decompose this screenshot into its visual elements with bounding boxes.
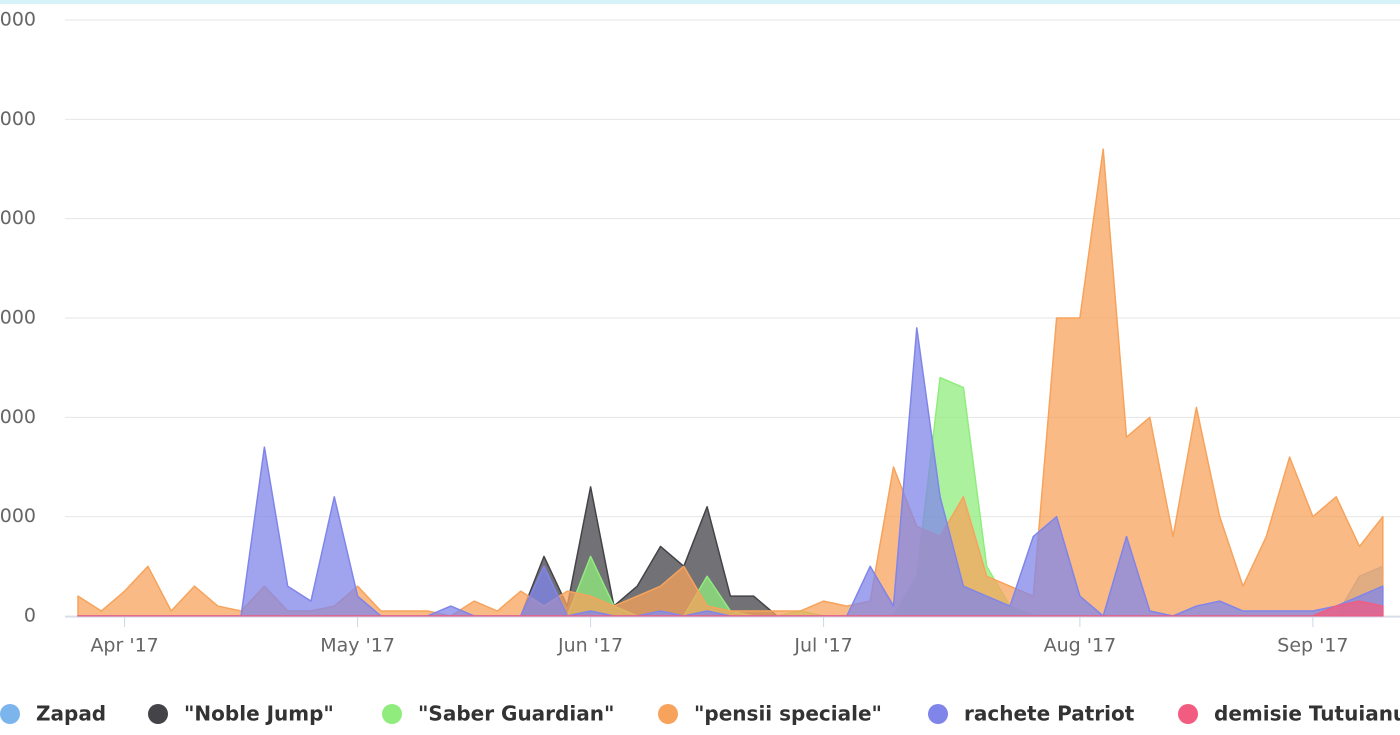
legend-item[interactable]: "Saber Guardian": [382, 702, 614, 726]
x-tick-label: Jun '17: [557, 635, 623, 657]
legend-label: demisie Tutuianu: [1214, 702, 1400, 726]
legend-label: "Noble Jump": [184, 702, 334, 726]
legend-label: Zapad: [36, 702, 106, 726]
legend-marker: [0, 704, 20, 724]
legend-label: rachete Patriot: [964, 702, 1135, 726]
legend-marker: [928, 704, 948, 724]
area: [77, 600, 1384, 617]
x-tick-label: May '17: [320, 635, 395, 657]
y-tick-label: 6000: [0, 9, 36, 31]
y-tick-label: 3000: [0, 307, 36, 329]
legend-marker: [1178, 704, 1198, 724]
y-tick-label: 4000: [0, 207, 36, 229]
legend-item[interactable]: Zapad: [0, 702, 106, 726]
legend-label: "pensii speciale": [694, 702, 882, 726]
legend-marker: [148, 704, 168, 724]
x-tick-label: Sep '17: [1277, 635, 1348, 657]
x-tick-label: Aug '17: [1044, 635, 1117, 657]
x-tick-label: Apr '17: [90, 635, 158, 657]
y-tick-label: 5000: [0, 108, 36, 130]
y-tick-label: 2000: [0, 406, 36, 428]
legend-item[interactable]: "pensii speciale": [658, 702, 882, 726]
legend-label: "Saber Guardian": [418, 702, 614, 726]
legend-marker: [382, 704, 402, 724]
legend-item[interactable]: demisie Tutuianu: [1178, 702, 1400, 726]
y-tick-label: 1000: [0, 505, 36, 527]
legend-item[interactable]: rachete Patriot: [928, 702, 1135, 726]
y-tick-label: 0: [24, 605, 36, 627]
x-tick-label: Jul '17: [793, 635, 852, 657]
series: [77, 600, 1384, 617]
legend-marker: [658, 704, 678, 724]
legend-item[interactable]: "Noble Jump": [148, 702, 334, 726]
top-border: [0, 0, 1400, 4]
